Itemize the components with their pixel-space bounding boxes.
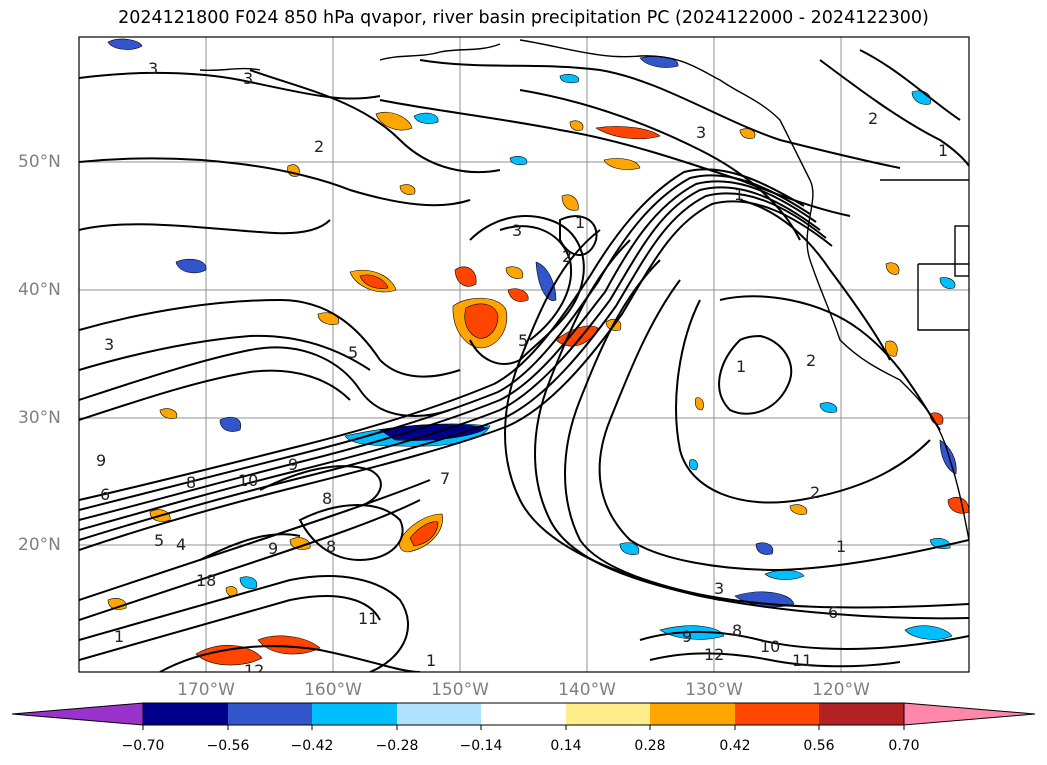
colorbar-bin [735,703,819,725]
lon-label-150w: 150°W [431,680,489,700]
contour-label: 3 [696,123,706,142]
contour-label: 4 [176,535,186,554]
contour-label: 8 [322,489,332,508]
lon-label-160w: 160°W [304,680,362,700]
contour-label: 3 [243,69,253,88]
colorbar-bin [228,703,312,725]
contour-label: 11 [358,609,378,628]
colorbar-bin [819,703,904,725]
lon-label-140w: 140°W [558,680,616,700]
lat-label-40n: 40°N [18,280,61,300]
contour-label: 9 [682,627,692,646]
colorbar-bin [481,703,566,725]
contour-label: 8 [732,621,742,640]
colorbar-tick-label: −0.28 [375,738,419,754]
figure-title: 2024121800 F024 850 hPa qvapor, river ba… [118,8,929,28]
contour-label: 8 [326,537,336,556]
contour-label: 2 [868,109,878,128]
colorbar-tick-label: 0.70 [888,738,920,754]
contour-label: 5 [154,531,164,550]
contour-label: 7 [440,469,450,488]
contour-label: 1 [736,357,746,376]
contour-label: 1 [734,185,744,204]
contour-label: 12 [704,645,724,664]
lat-label-20n: 20°N [18,535,61,555]
contour-label: 10 [760,637,780,656]
contour-label: 2 [314,137,324,156]
contour-label: 18 [196,571,216,590]
contour-label: 1 [575,213,585,232]
contour-label: 9 [288,455,298,474]
contour-label: 1 [426,651,436,670]
coastlines [199,39,969,541]
lat-label-30n: 30°N [18,408,61,428]
contour-label: 5 [348,343,358,362]
contour-label: 2 [806,351,816,370]
contour-label: 6 [828,603,838,622]
contour-label: 1 [114,627,124,646]
contour-label: 6 [100,485,110,504]
contour-label: 2 [562,247,572,266]
colorbar-tick-label: −0.56 [206,738,250,754]
colorbar-bin [397,703,481,725]
colorbar-bin [566,703,650,725]
contour-label: 2 [810,483,820,502]
contour-label: 9 [96,451,106,470]
map-panel: 3 3 2 3 1 2 3 5 2 3 1 2 1 1 2 1 5 9 10 9… [78,36,970,680]
colorbar-tick-label: 0.42 [719,738,751,754]
colorbar-tick-label: −0.42 [290,738,334,754]
contour-label: 1 [836,537,846,556]
colorbar-tick-label: −0.70 [121,738,165,754]
colorbar-bin [143,703,228,725]
lon-label-120w: 120°W [812,680,870,700]
colorbar-extend-min [11,702,144,726]
lon-label-130w: 130°W [685,680,743,700]
contour-label: 1 [938,141,948,160]
contour-label: 3 [714,579,724,598]
colorbar-tick-label: 0.56 [803,738,835,754]
contour-label: 5 [518,331,528,350]
lat-label-50n: 50°N [18,152,61,172]
contour-label: 8 [186,473,196,492]
contour-labels: 3 3 2 3 1 2 3 5 2 3 1 2 1 1 2 1 5 9 10 9… [96,59,948,680]
colorbar-tick-label: 0.28 [634,738,666,754]
colorbar-bin [650,703,735,725]
lon-label-170w: 170°W [177,680,235,700]
contour-label: 3 [148,59,158,78]
contour-label: 9 [268,539,278,558]
contour-label: 3 [512,221,522,240]
contour-label: 11 [792,651,812,670]
contour-label: 10 [238,471,258,490]
contour-label: 12 [244,661,264,680]
colorbar-extend-max [903,702,1036,726]
precip-shading [107,38,969,666]
qvapor-contours [79,49,969,672]
colorbar-tick-label: 0.14 [550,738,582,754]
colorbar-bin [312,703,397,725]
contour-label: 3 [104,335,114,354]
colorbar-tick-label: −0.14 [459,738,503,754]
map-frame [78,36,970,673]
